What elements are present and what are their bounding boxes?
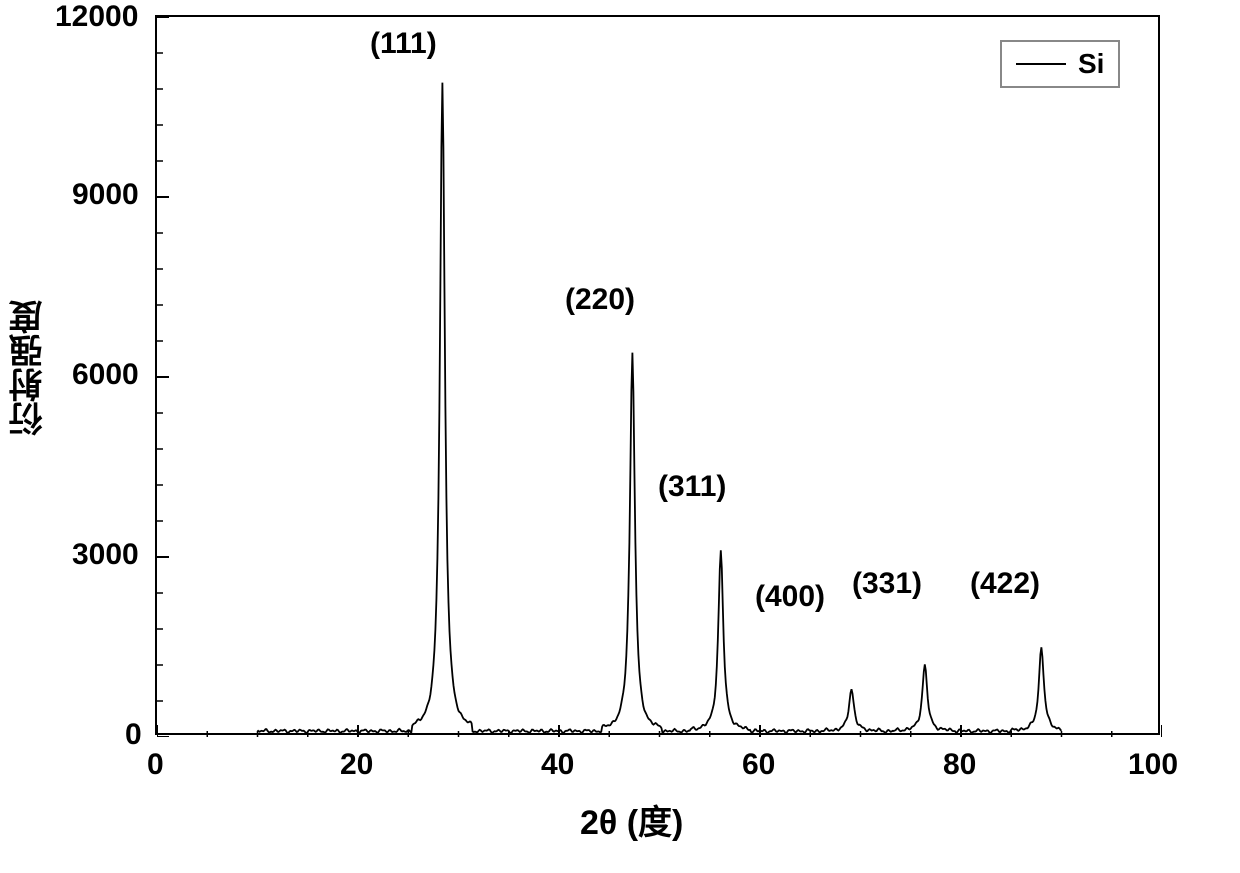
data-line xyxy=(258,83,1062,734)
x-tick-5: 100 xyxy=(1128,748,1178,782)
x-tick-3: 60 xyxy=(742,748,775,782)
peak-label-311: (311) xyxy=(658,470,726,504)
peak-label-111: (111) xyxy=(370,27,437,61)
peak-label-331: (331) xyxy=(852,567,922,601)
y-tick-0: 0 xyxy=(125,718,142,752)
y-tick-4: 12000 xyxy=(55,0,138,34)
y-tick-2: 6000 xyxy=(72,358,139,392)
x-tick-1: 20 xyxy=(340,748,373,782)
x-tick-4: 80 xyxy=(943,748,976,782)
legend-line-icon xyxy=(1016,63,1066,65)
peak-label-422: (422) xyxy=(970,567,1040,601)
y-tick-1: 3000 xyxy=(72,538,139,572)
legend: Si xyxy=(1000,40,1120,88)
peak-label-400: (400) xyxy=(755,580,825,614)
plot-area xyxy=(155,15,1160,735)
peak-label-220: (220) xyxy=(565,283,635,317)
x-axis-label: 2θ (度) xyxy=(580,795,683,844)
legend-label: Si xyxy=(1078,48,1104,80)
y-axis-label: 衍射强度 xyxy=(4,300,53,436)
xrd-chart: 衍射强度 2θ (度) 0 3000 6000 9000 12000 0 20 … xyxy=(0,0,1240,873)
x-tick-2: 40 xyxy=(541,748,574,782)
chart-svg xyxy=(157,17,1162,737)
legend-item-si: Si xyxy=(1016,48,1104,80)
y-tick-3: 9000 xyxy=(72,178,139,212)
x-tick-0: 0 xyxy=(147,748,164,782)
